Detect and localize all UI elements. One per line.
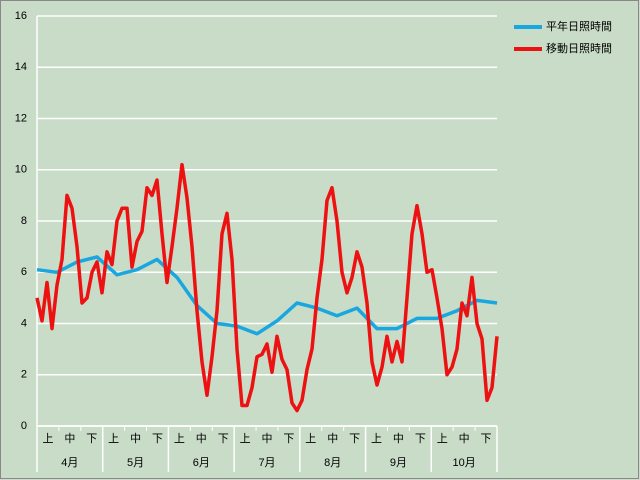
x-tick-label: 上 — [437, 432, 448, 445]
y-tick-label: 4 — [21, 317, 27, 329]
x-tick-label: 中 — [327, 432, 338, 445]
x-tick-label: 下 — [415, 433, 426, 445]
x-tick-label: 上 — [174, 432, 185, 445]
month-label: 7月 — [258, 457, 275, 469]
x-tick-label: 中 — [196, 432, 207, 445]
series-line — [36, 255, 498, 336]
month-label: 10月 — [453, 457, 476, 469]
x-tick-label: 中 — [393, 432, 404, 445]
y-tick-label: 6 — [21, 266, 27, 278]
x-tick-label: 中 — [130, 432, 141, 445]
month-label: 9月 — [390, 457, 407, 469]
month-label: 5月 — [127, 457, 144, 469]
x-tick-label: 上 — [42, 432, 53, 445]
x-tick-label: 中 — [64, 432, 75, 445]
x-tick-label: 下 — [349, 433, 360, 445]
y-tick-label: 0 — [21, 420, 27, 432]
x-tick-label: 上 — [240, 432, 251, 445]
x-tick-label: 下 — [218, 433, 229, 445]
x-tick-label: 下 — [283, 433, 294, 445]
legend-label: 平年日照時間 — [546, 19, 612, 33]
month-label: 4月 — [61, 457, 78, 469]
series-line — [35, 162, 499, 413]
y-tick-label: 16 — [15, 10, 27, 22]
x-tick-label: 下 — [481, 433, 492, 445]
x-tick-label: 下 — [152, 433, 163, 445]
y-tick-label: 12 — [15, 112, 27, 124]
y-tick-label: 2 — [21, 369, 27, 381]
x-tick-label: 上 — [108, 432, 119, 445]
y-tick-label: 8 — [21, 215, 27, 227]
y-tick-label: 14 — [15, 61, 27, 73]
month-label: 6月 — [193, 457, 210, 469]
legend-label: 移動日照時間 — [546, 41, 612, 55]
y-tick-label: 10 — [15, 164, 27, 176]
x-tick-label: 上 — [371, 432, 382, 445]
x-tick-label: 中 — [262, 432, 273, 445]
month-label: 8月 — [324, 457, 341, 469]
x-tick-label: 中 — [459, 432, 470, 445]
x-tick-label: 上 — [305, 432, 316, 445]
x-tick-label: 下 — [86, 433, 97, 445]
